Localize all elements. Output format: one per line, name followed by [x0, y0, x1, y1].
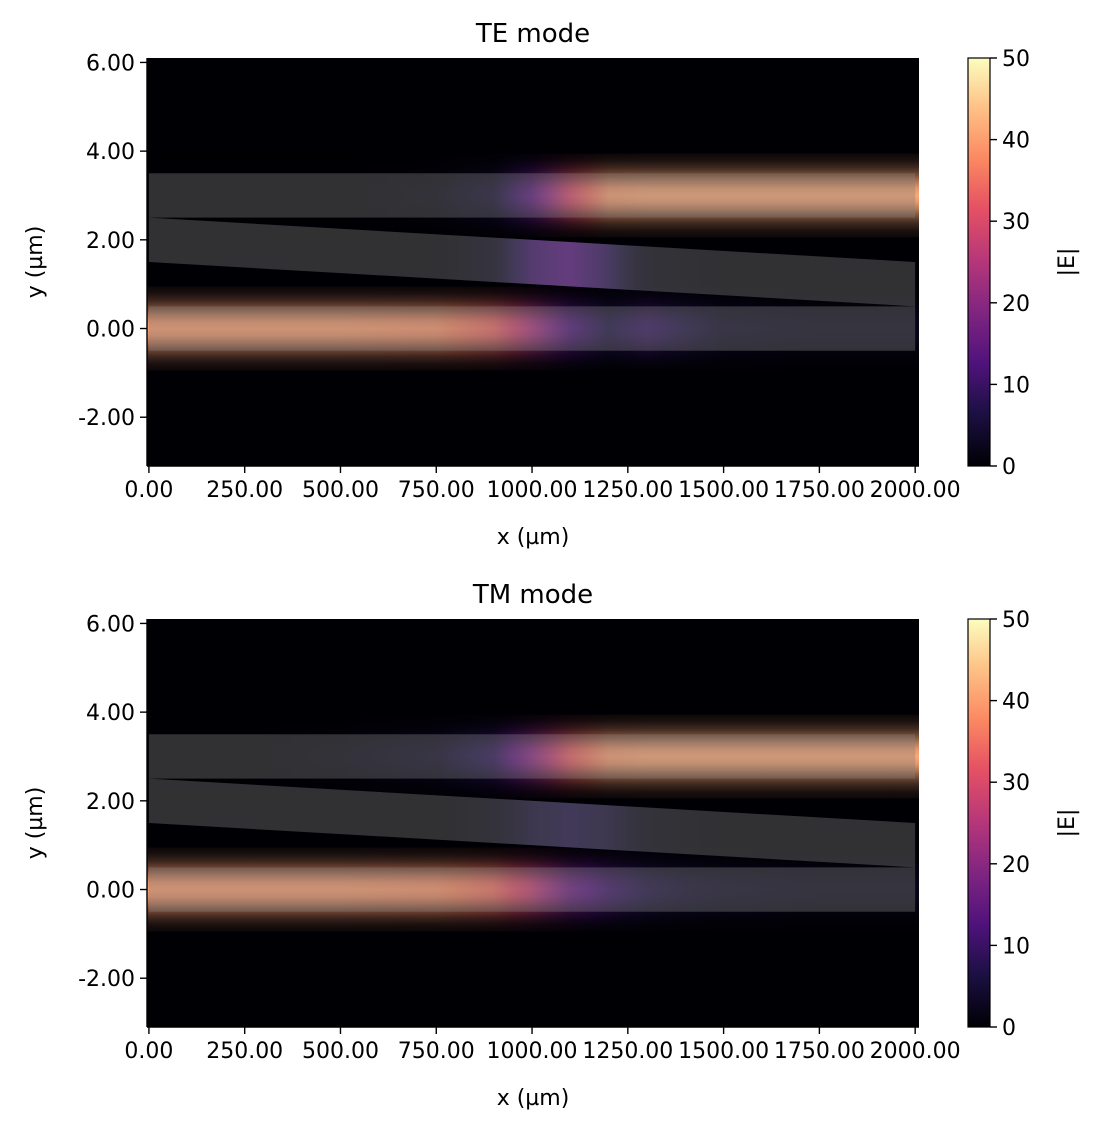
tm-y-axis-label: y (µm)	[23, 787, 48, 860]
y-tick-label: 6.00	[86, 51, 135, 76]
y-tick-label: 4.00	[86, 140, 135, 165]
te-y-ticks: -2.00 0.00 2.00 4.00 6.00	[78, 51, 147, 431]
y-tick-label: 4.00	[86, 701, 135, 726]
te-axes-frame	[146, 58, 919, 467]
tm-colorbar-label: |E|	[1055, 809, 1080, 838]
x-tick-label: 1000.00	[487, 478, 578, 503]
x-tick-label: 0.00	[124, 1039, 173, 1064]
te-colorbar-label: |E|	[1055, 248, 1080, 277]
te-colorbar: 0 10 20 30 40 50	[967, 47, 1030, 480]
x-tick-label: 1500.00	[678, 478, 769, 503]
te-taper-field	[148, 217, 916, 307]
y-tick-label: 0.00	[86, 879, 135, 904]
te-chart-title: TE mode	[475, 19, 590, 49]
y-tick-label: 2.00	[86, 229, 135, 254]
colorbar-tick-label: 40	[1002, 129, 1030, 154]
tm-chart-title: TM mode	[472, 580, 593, 610]
te-mode-panel: TE mode 0.00 250.00 500.00 750.00 1000.00 125…	[23, 19, 1080, 550]
x-tick-label: 1250.00	[582, 1039, 673, 1064]
tm-upper-waveguide-field	[147, 714, 919, 799]
y-tick-label: 2.00	[86, 790, 135, 815]
colorbar-tick-label: 20	[1002, 853, 1030, 878]
tm-mode-panel: TM mode 0.00 250.00 500.00 750.00 1000.00 125…	[23, 580, 1080, 1111]
te-waveguide-upper	[148, 173, 916, 218]
te-upper-waveguide-field	[147, 153, 919, 238]
x-tick-label: 250.00	[206, 1039, 283, 1064]
x-tick-label: 500.00	[302, 1039, 379, 1064]
tm-x-axis-label: x (µm)	[497, 1086, 570, 1111]
tm-taper-field	[148, 778, 916, 868]
tm-y-ticks: -2.00 0.00 2.00 4.00 6.00	[78, 612, 147, 992]
te-x-axis-label: x (µm)	[497, 525, 570, 550]
y-tick-label: -2.00	[78, 406, 135, 431]
te-y-axis-label: y (µm)	[23, 226, 48, 299]
colorbar-tick-label: 10	[1002, 373, 1030, 398]
colorbar-gradient	[967, 618, 991, 1028]
tm-lower-waveguide-field	[147, 847, 919, 932]
te-heatmap	[147, 58, 919, 466]
x-tick-label: 0.00	[124, 478, 173, 503]
colorbar-tick-label: 20	[1002, 292, 1030, 317]
y-tick-label: 0.00	[86, 318, 135, 343]
colorbar-tick-label: 30	[1002, 210, 1030, 235]
y-tick-label: -2.00	[78, 967, 135, 992]
colorbar-tick-label: 50	[1002, 608, 1030, 633]
tm-x-ticks: 0.00 250.00 500.00 750.00 1000.00 1250.00 1500…	[124, 1027, 961, 1064]
colorbar-gradient	[967, 57, 991, 467]
te-lower-waveguide-field	[147, 286, 919, 371]
tm-heatmap	[147, 619, 919, 1027]
tm-colorbar: 0 10 20 30 40 50	[967, 608, 1030, 1041]
colorbar-tick-label: 30	[1002, 771, 1030, 796]
y-tick-label: 6.00	[86, 612, 135, 637]
te-waveguide-lower	[148, 306, 916, 351]
x-tick-label: 750.00	[398, 478, 475, 503]
colorbar-tick-label: 0	[1002, 1016, 1016, 1041]
colorbar-tick-label: 40	[1002, 690, 1030, 715]
colorbar-tick-label: 50	[1002, 47, 1030, 72]
x-tick-label: 1250.00	[582, 478, 673, 503]
x-tick-label: 2000.00	[870, 1039, 961, 1064]
tm-waveguide-upper	[148, 734, 916, 779]
x-tick-label: 750.00	[398, 1039, 475, 1064]
x-tick-label: 250.00	[206, 478, 283, 503]
colorbar-tick-label: 10	[1002, 934, 1030, 959]
te-x-ticks: 0.00 250.00 500.00 750.00 1000.00 1250.00 1500…	[124, 466, 961, 503]
x-tick-label: 1750.00	[774, 1039, 865, 1064]
tm-waveguide-lower	[148, 867, 916, 912]
x-tick-label: 2000.00	[870, 478, 961, 503]
x-tick-label: 1000.00	[487, 1039, 578, 1064]
x-tick-label: 1500.00	[678, 1039, 769, 1064]
tm-waveguide-taper	[148, 778, 916, 868]
x-tick-label: 1750.00	[774, 478, 865, 503]
tm-axes-frame	[146, 619, 919, 1028]
colorbar-tick-label: 0	[1002, 455, 1016, 480]
x-tick-label: 500.00	[302, 478, 379, 503]
te-waveguide-taper	[148, 217, 916, 307]
